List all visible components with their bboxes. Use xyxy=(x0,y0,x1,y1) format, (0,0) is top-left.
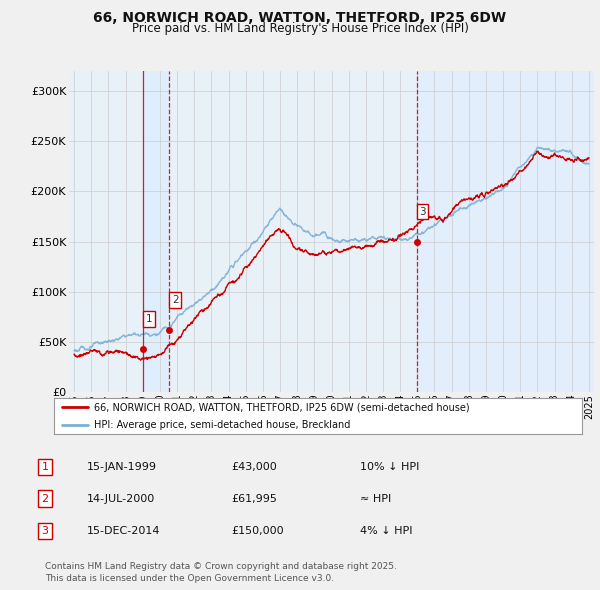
Bar xyxy=(143,71,169,392)
Text: £61,995: £61,995 xyxy=(231,494,277,503)
Text: 3: 3 xyxy=(419,206,426,217)
Text: 15-DEC-2014: 15-DEC-2014 xyxy=(87,526,161,536)
Text: 15-JAN-1999: 15-JAN-1999 xyxy=(87,463,157,472)
Text: ≈ HPI: ≈ HPI xyxy=(360,494,391,503)
Text: 10% ↓ HPI: 10% ↓ HPI xyxy=(360,463,419,472)
Text: 3: 3 xyxy=(41,526,49,536)
Text: Price paid vs. HM Land Registry's House Price Index (HPI): Price paid vs. HM Land Registry's House … xyxy=(131,22,469,35)
Text: Contains HM Land Registry data © Crown copyright and database right 2025.
This d: Contains HM Land Registry data © Crown c… xyxy=(45,562,397,583)
Text: 1: 1 xyxy=(41,463,49,472)
Text: 2: 2 xyxy=(41,494,49,503)
Text: HPI: Average price, semi-detached house, Breckland: HPI: Average price, semi-detached house,… xyxy=(94,420,350,430)
Text: 14-JUL-2000: 14-JUL-2000 xyxy=(87,494,155,503)
Text: 66, NORWICH ROAD, WATTON, THETFORD, IP25 6DW (semi-detached house): 66, NORWICH ROAD, WATTON, THETFORD, IP25… xyxy=(94,402,469,412)
Text: £150,000: £150,000 xyxy=(231,526,284,536)
Text: 4% ↓ HPI: 4% ↓ HPI xyxy=(360,526,413,536)
Text: 66, NORWICH ROAD, WATTON, THETFORD, IP25 6DW: 66, NORWICH ROAD, WATTON, THETFORD, IP25… xyxy=(94,11,506,25)
Bar xyxy=(416,71,598,392)
Text: 1: 1 xyxy=(146,314,152,324)
Text: £43,000: £43,000 xyxy=(231,463,277,472)
Text: 2: 2 xyxy=(172,295,178,305)
